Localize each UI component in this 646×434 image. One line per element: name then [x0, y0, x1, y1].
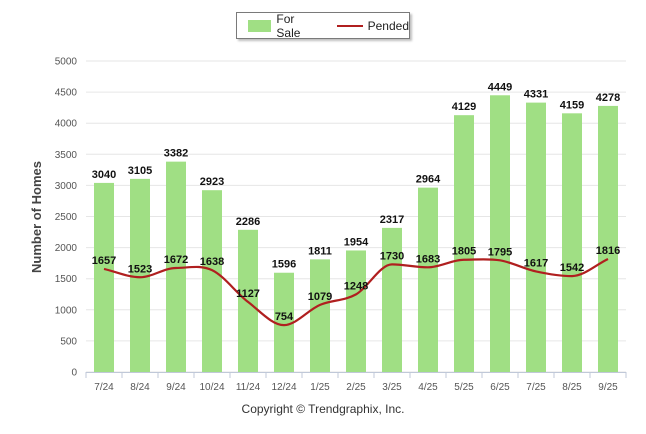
- data-label-pended: 1542: [560, 262, 584, 274]
- y-tick-label: 4500: [55, 88, 78, 99]
- for-sale-swatch-icon: [248, 19, 272, 32]
- bar-for-sale: [598, 105, 618, 373]
- pended-swatch-icon: [336, 24, 363, 27]
- data-label-pended: 1816: [596, 245, 620, 257]
- data-label-for-sale: 4278: [596, 92, 620, 104]
- bar-series-for-sale: [94, 95, 618, 373]
- bar-for-sale: [310, 259, 330, 372]
- data-label-pended: 1795: [488, 246, 512, 258]
- x-tick-label: 7/24: [94, 382, 114, 393]
- y-tick-label: 2000: [55, 243, 78, 254]
- bar-for-sale: [526, 102, 546, 372]
- bar-for-sale: [130, 178, 150, 372]
- bar-for-sale: [562, 113, 582, 372]
- legend-label-for-sale: For Sale: [276, 11, 301, 40]
- data-label-for-sale: 2964: [416, 174, 441, 186]
- data-label-for-sale: 1811: [308, 245, 332, 257]
- x-tick-label: 8/25: [562, 382, 582, 393]
- bar-for-sale: [418, 187, 438, 372]
- x-tick-label: 11/24: [236, 382, 261, 393]
- x-tick-label: 9/25: [598, 382, 618, 393]
- bar-for-sale: [202, 190, 222, 372]
- data-label-for-sale: 1596: [272, 259, 296, 271]
- data-label-for-sale: 1954: [344, 236, 369, 248]
- data-label-for-sale: 3105: [128, 165, 152, 177]
- y-tick-label: 4000: [55, 119, 78, 130]
- x-tick-label: 9/24: [166, 382, 186, 393]
- x-tick-label: 12/24: [271, 382, 296, 393]
- y-tick-label: 3000: [55, 181, 78, 192]
- data-label-for-sale: 4159: [560, 99, 584, 111]
- x-tick-label: 3/25: [382, 382, 402, 393]
- bar-for-sale: [274, 272, 294, 372]
- data-label-pended: 1805: [452, 246, 476, 258]
- y-tick-label: 0: [71, 368, 77, 379]
- x-tick-label: 8/24: [130, 382, 150, 393]
- line-pended: [103, 258, 609, 327]
- data-label-for-sale: 3382: [164, 148, 188, 160]
- data-label-for-sale: 3040: [92, 169, 116, 181]
- bar-for-sale: [490, 95, 510, 372]
- data-label-pended: 1657: [92, 255, 116, 267]
- x-tick-label: 5/25: [454, 382, 474, 393]
- legend-item-for-sale[interactable]: For Sale: [237, 12, 321, 40]
- y-tick-label: 3500: [55, 150, 78, 161]
- data-label-for-sale: 2286: [236, 216, 260, 228]
- y-tick-label: 500: [60, 336, 77, 347]
- x-tick-label: 2/25: [346, 382, 366, 393]
- data-label-for-sale: 2923: [200, 176, 224, 188]
- y-tick-label: 1500: [55, 274, 78, 285]
- bar-for-sale: [346, 250, 366, 372]
- data-label-for-sale: 4331: [524, 89, 548, 101]
- data-label-pended: 1248: [344, 280, 368, 292]
- data-label-for-sale: 2317: [380, 214, 404, 226]
- data-label-pended: 754: [275, 311, 294, 323]
- data-label-pended: 1638: [200, 256, 224, 268]
- data-label-pended: 1683: [416, 253, 440, 265]
- y-tick-label: 5000: [55, 57, 78, 68]
- bar-for-sale: [454, 115, 474, 372]
- data-label-pended: 1523: [128, 263, 152, 275]
- bar-for-sale: [94, 182, 114, 372]
- y-tick-label: 1000: [55, 305, 78, 316]
- x-axis: 7/24 8/24 9/24 10/24 11/24 12/24 1/25 2/25 3/25 4…: [85, 372, 627, 393]
- data-label-pended: 1079: [308, 291, 332, 303]
- x-tick-label: 7/25: [526, 382, 546, 393]
- copyright-text: Copyright © Trendgraphix, Inc.: [241, 402, 405, 416]
- data-label-pended: 1672: [164, 254, 188, 266]
- data-label-for-sale: 4449: [488, 81, 512, 93]
- data-label-for-sale: 4129: [452, 101, 476, 113]
- y-tick-label: 2500: [55, 212, 78, 223]
- x-tick-label: 4/25: [418, 382, 438, 393]
- data-label-pended: 1730: [380, 250, 404, 262]
- line-series-pended: [103, 258, 609, 327]
- data-label-pended: 1617: [524, 257, 548, 269]
- x-tick-label: 6/25: [490, 382, 510, 393]
- legend-label-pended: Pended: [367, 18, 409, 33]
- legend: For Sale Pended: [236, 12, 410, 40]
- x-tick-label: 10/24: [199, 382, 224, 393]
- data-labels: 3040 3105 3382 2923 2286 1596 1811 1954 2317 2964…: [92, 81, 620, 323]
- x-tick-label: 1/25: [310, 382, 330, 393]
- y-axis: 0 500 1000 1500 2000 2500 3000 3500 4000 4500 5000: [55, 57, 78, 379]
- y-axis-label: Number of Homes: [29, 161, 44, 273]
- data-label-pended: 1127: [236, 288, 260, 300]
- bar-for-sale: [166, 161, 186, 372]
- legend-item-pended[interactable]: Pended: [321, 19, 409, 33]
